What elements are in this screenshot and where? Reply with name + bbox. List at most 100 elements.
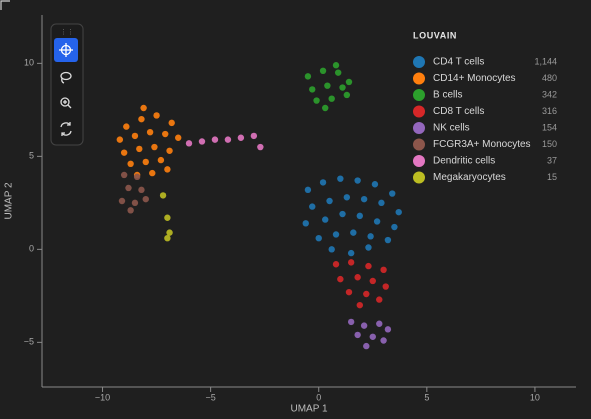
legend-swatch[interactable]	[413, 122, 425, 134]
cell-point	[369, 333, 376, 340]
legend-count: 1,144	[534, 56, 557, 66]
cell-point	[376, 320, 383, 327]
legend-swatch[interactable]	[413, 171, 425, 184]
legend-label[interactable]: CD8 T cells	[433, 106, 484, 117]
cluster-points	[118, 171, 149, 214]
cell-point	[328, 95, 335, 102]
cell-point	[326, 197, 333, 205]
cell-point	[367, 233, 374, 240]
cell-point	[142, 195, 149, 203]
cell-point	[175, 134, 182, 141]
cell-point	[363, 290, 370, 298]
cell-point	[211, 136, 219, 143]
cell-point	[198, 138, 206, 145]
cell-point	[304, 186, 312, 194]
cell-point	[157, 156, 165, 164]
cell-point	[313, 97, 320, 104]
legend-label[interactable]: B cells	[433, 90, 462, 101]
legend-count: 342	[542, 89, 557, 99]
legend-swatch[interactable]	[413, 89, 425, 101]
cell-point	[347, 318, 355, 326]
cell-point	[257, 143, 264, 151]
cell-point	[356, 301, 364, 309]
cell-point	[345, 288, 353, 296]
cell-point	[149, 169, 156, 177]
x-axis-title: UMAP 1	[290, 404, 327, 415]
legend-count: 37	[547, 155, 557, 165]
cell-point	[373, 218, 381, 225]
legend-label[interactable]: CD4 T cells	[433, 57, 484, 68]
x-tick-label: −10	[95, 392, 110, 402]
cell-point	[324, 82, 331, 89]
cell-point	[382, 283, 389, 290]
zoom-tool[interactable]	[60, 97, 72, 109]
legend-label[interactable]: NK cells	[433, 123, 470, 134]
cell-point	[365, 262, 372, 270]
cell-point	[120, 171, 128, 179]
lasso-tool[interactable]	[60, 71, 72, 84]
legend-label[interactable]: Dendritic cells	[433, 156, 495, 167]
cell-point	[302, 220, 309, 227]
legend-label[interactable]: Megakaryocytes	[433, 172, 506, 183]
y-tick-label: 10	[24, 58, 34, 68]
cluster-points	[347, 318, 392, 350]
legend-swatch[interactable]	[413, 138, 425, 151]
legend-count: 480	[542, 73, 557, 83]
cell-point	[332, 231, 340, 238]
cell-point	[140, 104, 147, 112]
cell-point	[123, 123, 130, 130]
cell-point	[332, 261, 340, 268]
cell-point	[116, 136, 124, 143]
cell-point	[146, 128, 154, 136]
cell-point	[166, 147, 173, 154]
legend-swatch[interactable]	[413, 155, 425, 167]
cell-point	[136, 145, 143, 153]
cell-point	[334, 69, 342, 76]
cell-point	[127, 207, 134, 214]
cell-point	[153, 112, 160, 119]
cell-point	[371, 181, 379, 188]
cell-point	[354, 177, 361, 184]
cluster-points	[332, 259, 389, 309]
cluster-points	[116, 104, 182, 179]
cell-point	[131, 132, 139, 140]
cell-point	[354, 274, 361, 281]
cell-point	[389, 190, 396, 197]
cell-point	[350, 229, 357, 236]
legend-swatch[interactable]	[413, 72, 425, 85]
cell-point	[337, 175, 344, 182]
cell-point	[380, 337, 387, 344]
cluster-points	[302, 175, 402, 257]
x-tick-label: 10	[530, 392, 540, 402]
cell-point	[360, 195, 368, 203]
corner-mark	[0, 0, 10, 10]
cell-point	[384, 236, 392, 244]
cell-point	[309, 203, 316, 210]
cell-point	[369, 277, 376, 285]
cell-point	[166, 229, 173, 236]
legend-count: 316	[542, 106, 557, 116]
cell-point	[164, 166, 171, 173]
legend-label[interactable]: CD14+ Monocytes	[433, 73, 516, 84]
cell-point	[164, 214, 171, 221]
cell-point	[127, 160, 134, 167]
cell-point	[391, 223, 398, 231]
cell-point	[237, 134, 245, 141]
cell-point	[322, 216, 329, 223]
cell-point	[376, 296, 383, 303]
cell-point	[345, 78, 353, 86]
legend-count: 15	[547, 172, 557, 182]
cell-point	[347, 259, 355, 266]
legend-swatch[interactable]	[413, 56, 425, 68]
cell-point	[185, 140, 193, 147]
cell-point	[354, 331, 361, 339]
x-tick-label: 0	[316, 392, 321, 402]
drag-handle[interactable]: ⋮⋮	[60, 29, 74, 36]
legend-label[interactable]: FCGR3A+ Monocytes	[433, 139, 531, 150]
cell-point	[138, 115, 145, 123]
legend-swatch[interactable]	[413, 105, 425, 118]
reset-tool[interactable]	[60, 122, 72, 136]
y-tick-label: 0	[29, 244, 34, 254]
